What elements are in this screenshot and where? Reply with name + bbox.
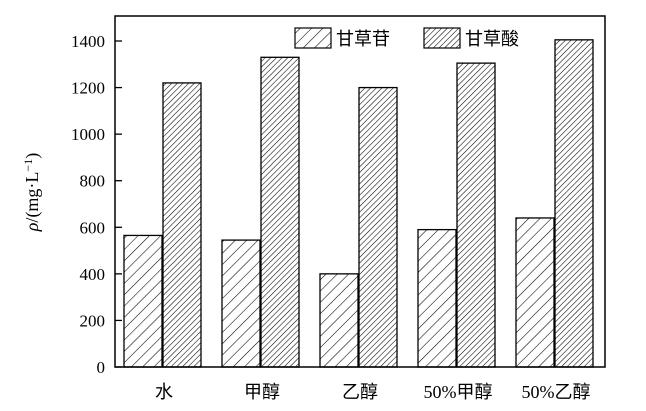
x-category-label: 乙醇 bbox=[342, 382, 378, 402]
bars-group bbox=[123, 39, 594, 368]
y-tick-label: 1200 bbox=[71, 79, 105, 98]
y-tick-label: 1000 bbox=[71, 125, 105, 144]
legend-label-series-1: 甘草苷 bbox=[336, 29, 390, 49]
y-axis-title: ρ/(mg·L−1) bbox=[21, 153, 43, 232]
bar-series-1-cat-4 bbox=[417, 228, 457, 368]
bar-series-1-cat-5 bbox=[515, 217, 555, 368]
legend-swatch-glycyrrhizic-acid bbox=[423, 27, 461, 49]
x-category-label: 50%甲醇 bbox=[424, 382, 493, 402]
plot-frame bbox=[114, 15, 606, 368]
bar-series-1-cat-2 bbox=[221, 239, 261, 368]
bar-series-2-cat-3 bbox=[358, 86, 398, 368]
bar-series-1-cat-1 bbox=[123, 234, 163, 368]
bar-series-2-cat-4 bbox=[456, 62, 496, 368]
legend: 甘草苷 甘草酸 bbox=[294, 27, 519, 49]
y-axis: 0 200 400 600 800 1000 1200 1400 bbox=[71, 32, 122, 377]
x-axis: 水 甲醇 乙醇 50%甲醇 50%乙醇 bbox=[155, 382, 591, 402]
bar-series-2-cat-5 bbox=[554, 39, 594, 368]
y-tick-label: 800 bbox=[80, 172, 106, 191]
legend-swatch-glycyrrhizin-glycoside bbox=[294, 27, 332, 49]
y-tick-label: 400 bbox=[80, 265, 106, 284]
bar-series-1-cat-3 bbox=[319, 273, 359, 368]
bar-series-2-cat-1 bbox=[162, 82, 202, 368]
legend-label-series-2: 甘草酸 bbox=[465, 29, 519, 49]
x-category-label: 水 bbox=[155, 382, 173, 402]
y-tick-label: 0 bbox=[97, 358, 106, 377]
bar-series-2-cat-2 bbox=[260, 56, 300, 368]
y-tick-label: 1400 bbox=[71, 32, 105, 51]
y-tick-label: 600 bbox=[80, 218, 106, 237]
y-tick-label: 200 bbox=[80, 311, 106, 330]
x-category-label: 50%乙醇 bbox=[522, 382, 591, 402]
x-category-label: 甲醇 bbox=[244, 382, 280, 402]
